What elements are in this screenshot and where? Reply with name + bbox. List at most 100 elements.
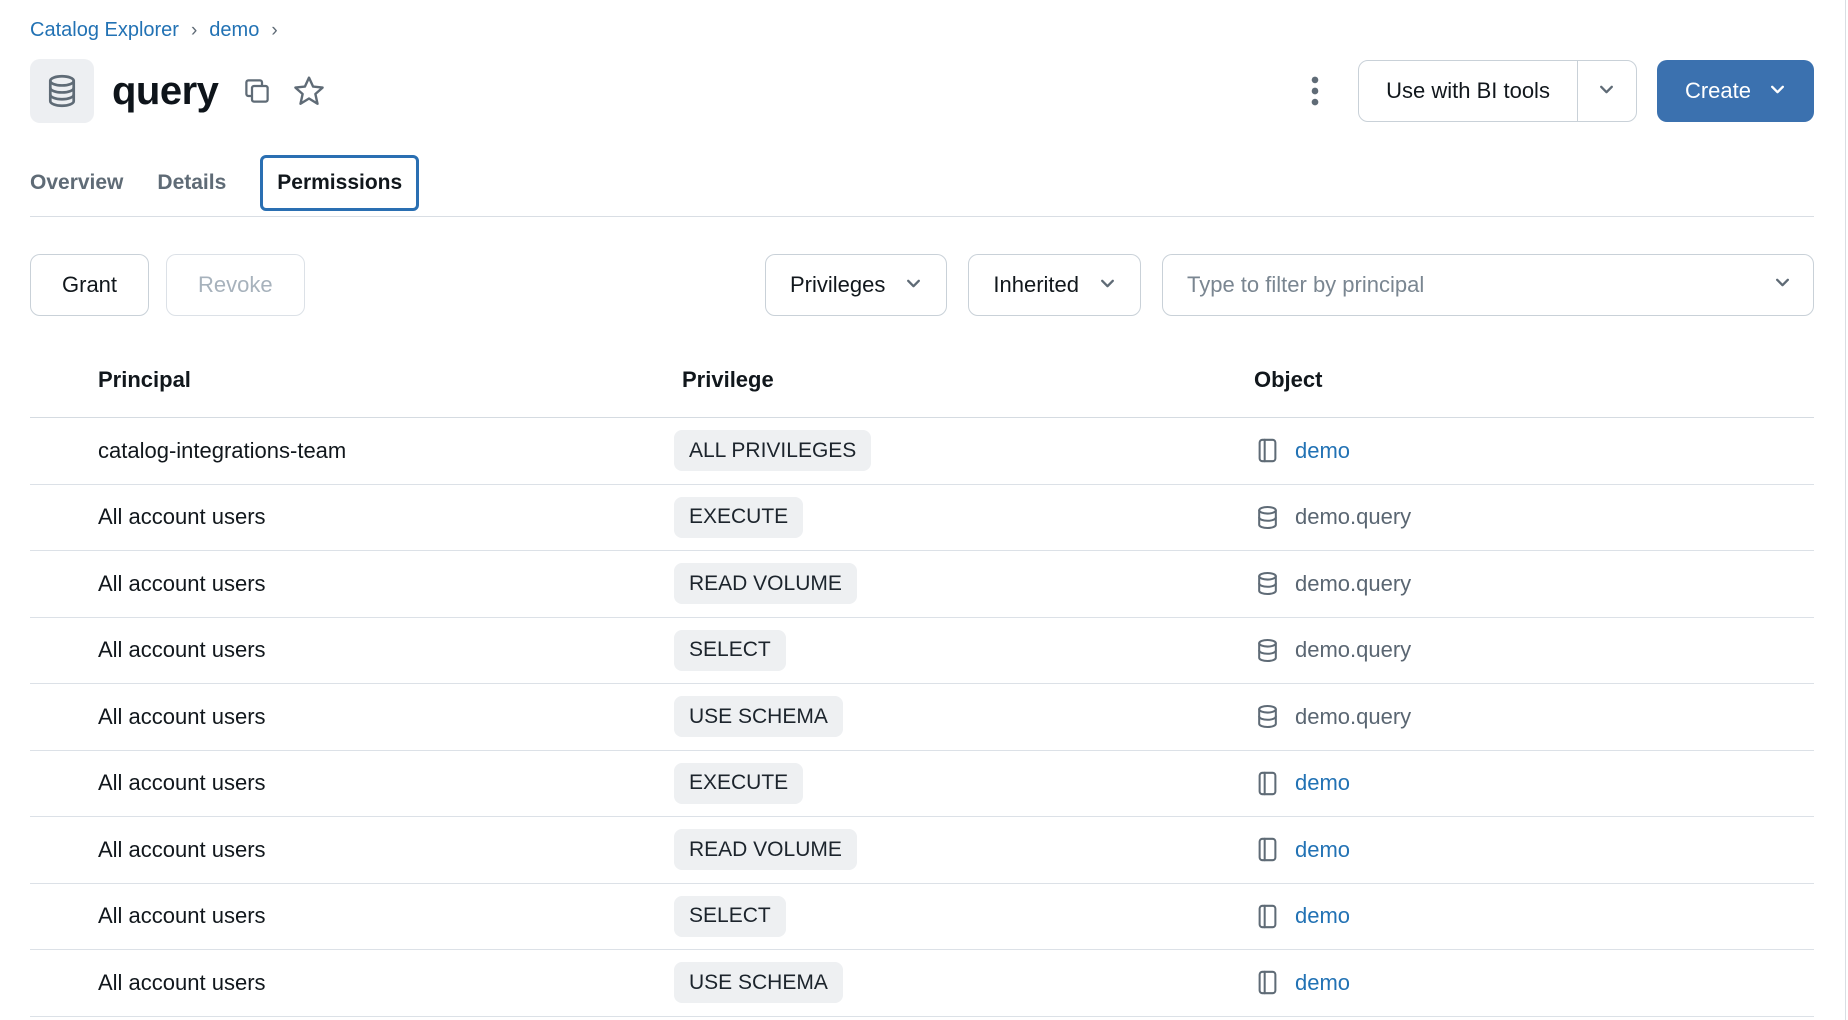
privilege-badge: EXECUTE bbox=[674, 496, 804, 538]
tab-overview[interactable]: Overview bbox=[30, 171, 124, 194]
principal-cell: All account users bbox=[98, 570, 266, 596]
chevron-down-icon[interactable] bbox=[1774, 274, 1791, 296]
object-cell: demo.query bbox=[1254, 504, 1814, 531]
chevron-down-icon bbox=[905, 272, 922, 298]
copy-name-button[interactable] bbox=[242, 76, 272, 106]
privilege-badge: READ VOLUME bbox=[674, 563, 857, 605]
database-icon bbox=[48, 74, 76, 108]
object-cell: demo.query bbox=[1254, 570, 1814, 597]
privilege-badge: READ VOLUME bbox=[674, 829, 857, 871]
table-row[interactable]: All account users EXECUTE demo.query bbox=[30, 485, 1814, 551]
table-header-row: Principal Privilege Object bbox=[30, 316, 1814, 418]
catalog-icon bbox=[1254, 437, 1281, 464]
scrollbar-track-edge bbox=[1845, 0, 1846, 1020]
principal-filter-input[interactable] bbox=[1185, 271, 1762, 299]
principal-filter-combobox bbox=[1162, 254, 1814, 316]
privilege-badge: SELECT bbox=[674, 895, 786, 937]
table-row[interactable]: All account users EXECUTE demo bbox=[30, 751, 1814, 817]
privileges-filter-label: Privileges bbox=[790, 272, 886, 297]
column-header-privilege: Privilege bbox=[682, 367, 774, 392]
object-cell: demo bbox=[1254, 437, 1814, 464]
use-with-bi-tools-split-button: Use with BI tools bbox=[1358, 60, 1637, 122]
table-row[interactable]: All account users READ VOLUME demo bbox=[30, 817, 1814, 884]
kebab-menu-icon bbox=[1311, 76, 1319, 106]
object-link[interactable]: demo bbox=[1295, 770, 1351, 796]
permissions-toolbar: Grant Revoke Privileges Inherited bbox=[30, 254, 1814, 316]
object-cell: demo bbox=[1254, 836, 1814, 863]
schema-icon bbox=[1254, 637, 1281, 664]
object-text: demo.query bbox=[1295, 637, 1412, 663]
table-row[interactable]: All account users USE SCHEMA demo.query bbox=[30, 684, 1814, 751]
star-icon bbox=[294, 76, 325, 105]
split-button-divider bbox=[1576, 61, 1578, 121]
object-cell: demo.query bbox=[1254, 703, 1814, 730]
chevron-down-icon bbox=[1598, 81, 1615, 101]
use-with-bi-tools-button[interactable]: Use with BI tools bbox=[1359, 61, 1577, 121]
privilege-badge: EXECUTE bbox=[674, 762, 804, 804]
tab-details[interactable]: Details bbox=[157, 171, 227, 194]
copy-icon bbox=[245, 79, 270, 103]
breadcrumb-separator: › bbox=[271, 19, 278, 41]
chevron-down-icon bbox=[1769, 78, 1786, 104]
object-text: demo.query bbox=[1295, 570, 1412, 596]
inherited-filter-label: Inherited bbox=[993, 272, 1079, 297]
privilege-cell: EXECUTE bbox=[668, 762, 1254, 804]
principal-cell: All account users bbox=[98, 903, 266, 929]
breadcrumb-link-demo[interactable]: demo bbox=[209, 19, 260, 41]
privilege-badge: USE SCHEMA bbox=[674, 962, 843, 1004]
column-header-principal: Principal bbox=[98, 367, 191, 392]
table-row[interactable]: All account users READ VOLUME demo.query bbox=[30, 551, 1814, 618]
revoke-button[interactable]: Revoke bbox=[166, 254, 305, 316]
object-text: demo.query bbox=[1295, 703, 1412, 729]
privileges-filter-dropdown[interactable]: Privileges bbox=[765, 254, 948, 316]
privilege-cell: ALL PRIVILEGES bbox=[668, 430, 1254, 472]
grant-button[interactable]: Grant bbox=[30, 254, 150, 316]
principal-cell: All account users bbox=[98, 637, 266, 663]
principal-cell: All account users bbox=[98, 836, 266, 862]
column-header-object: Object bbox=[1254, 367, 1323, 392]
object-link[interactable]: demo bbox=[1295, 836, 1351, 862]
inherited-filter-dropdown[interactable]: Inherited bbox=[968, 254, 1141, 316]
principal-cell: All account users bbox=[98, 504, 266, 530]
object-cell: demo bbox=[1254, 770, 1814, 797]
breadcrumb: Catalog Explorer › demo › bbox=[30, 0, 1814, 42]
table-row[interactable]: All account users USE SCHEMA demo bbox=[30, 950, 1814, 1017]
object-cell: demo bbox=[1254, 903, 1814, 930]
object-cell: demo.query bbox=[1254, 637, 1814, 664]
object-link[interactable]: demo bbox=[1295, 969, 1351, 995]
principal-cell: All account users bbox=[98, 969, 266, 995]
privilege-badge: ALL PRIVILEGES bbox=[674, 430, 872, 472]
more-actions-button[interactable] bbox=[1294, 70, 1336, 112]
privilege-cell: READ VOLUME bbox=[668, 563, 1254, 605]
schema-icon bbox=[1254, 570, 1281, 597]
favorite-button[interactable] bbox=[292, 74, 326, 108]
object-cell: demo bbox=[1254, 969, 1814, 996]
privilege-badge: USE SCHEMA bbox=[674, 696, 843, 738]
chevron-down-icon bbox=[1099, 272, 1116, 298]
breadcrumb-link-catalog-explorer[interactable]: Catalog Explorer bbox=[30, 19, 179, 41]
principal-cell: catalog-integrations-team bbox=[98, 437, 347, 463]
table-row[interactable]: All account users SELECT demo.query bbox=[30, 618, 1814, 684]
schema-icon bbox=[1254, 703, 1281, 730]
table-row[interactable]: catalog-integrations-team ALL PRIVILEGES… bbox=[30, 418, 1814, 485]
catalog-icon bbox=[1254, 903, 1281, 930]
table-row[interactable]: All account users SELECT demo bbox=[30, 884, 1814, 950]
breadcrumb-separator: › bbox=[190, 19, 198, 41]
create-button-label: Create bbox=[1684, 78, 1751, 103]
catalog-icon bbox=[1254, 770, 1281, 797]
table-body: catalog-integrations-team ALL PRIVILEGES… bbox=[30, 418, 1814, 1017]
use-with-bi-tools-dropdown-button[interactable] bbox=[1578, 61, 1636, 121]
privilege-cell: USE SCHEMA bbox=[668, 962, 1254, 1004]
schema-icon bbox=[1254, 504, 1281, 531]
principal-cell: All account users bbox=[98, 770, 266, 796]
object-link[interactable]: demo bbox=[1295, 437, 1351, 463]
object-link[interactable]: demo bbox=[1295, 903, 1351, 929]
tab-permissions[interactable]: Permissions bbox=[260, 155, 420, 211]
principal-cell: All account users bbox=[98, 703, 266, 729]
privilege-badge: SELECT bbox=[674, 629, 786, 671]
catalog-icon bbox=[1254, 969, 1281, 996]
catalog-icon bbox=[1254, 836, 1281, 863]
create-button[interactable]: Create bbox=[1656, 60, 1814, 122]
object-text: demo.query bbox=[1295, 504, 1412, 530]
